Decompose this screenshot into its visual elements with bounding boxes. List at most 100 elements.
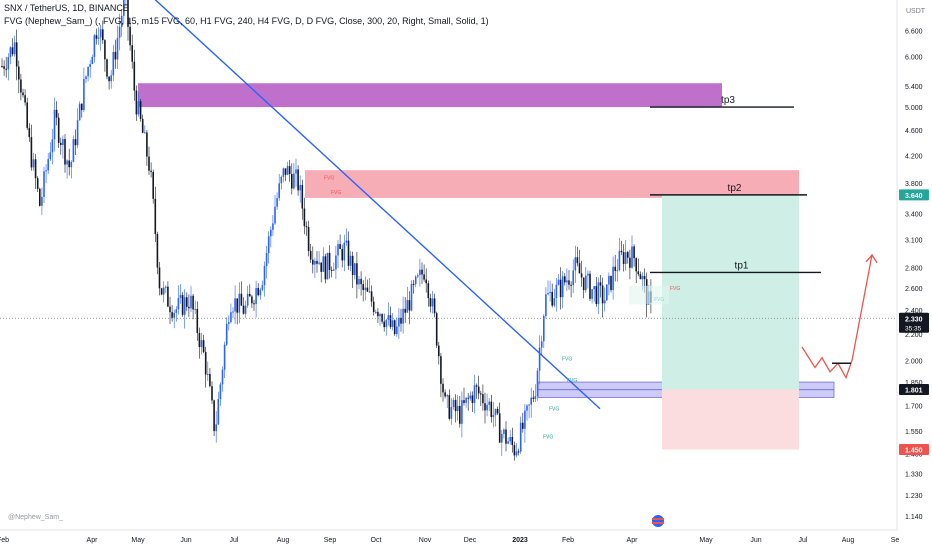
candle-body — [261, 285, 264, 290]
candle-body — [398, 317, 400, 327]
candle-body — [335, 255, 337, 270]
candle-body — [129, 26, 131, 46]
candle-body — [345, 240, 348, 243]
price-tick-label: 1.330 — [905, 471, 923, 478]
candle-body — [456, 405, 459, 412]
candle-body — [183, 297, 186, 315]
candle-body — [309, 251, 312, 260]
price-label-badge — [899, 189, 929, 201]
candle-body — [127, 0, 129, 27]
candle-body — [156, 234, 159, 268]
candle-body — [410, 283, 413, 311]
candle-body — [408, 300, 411, 311]
candle-body — [89, 64, 91, 68]
candle-body — [477, 386, 480, 394]
candle-body — [9, 47, 12, 58]
candle-body — [274, 206, 276, 224]
candle-body — [230, 312, 232, 323]
candle-body — [425, 279, 427, 284]
candle-body — [488, 401, 490, 405]
candle-body — [76, 120, 79, 146]
candle-body — [47, 159, 49, 171]
candle-body — [383, 321, 385, 328]
candle-body — [509, 437, 511, 442]
candle-body — [511, 437, 514, 446]
candle-body — [400, 317, 402, 324]
candle-body — [366, 287, 369, 292]
candle-body — [284, 168, 287, 175]
time-tick-label: Oct — [371, 537, 382, 544]
candle-body — [578, 263, 581, 274]
candle-body — [370, 291, 373, 302]
candle-body — [364, 287, 367, 290]
candle-body — [144, 132, 146, 134]
candle-body — [236, 298, 238, 313]
candle-body — [597, 282, 600, 305]
candle-body — [328, 252, 331, 270]
candle-body — [112, 51, 115, 76]
candle-body — [372, 301, 375, 312]
candle-body — [551, 291, 553, 306]
candle-body — [297, 169, 299, 191]
fvg-label: FVG — [549, 406, 559, 412]
candle-body — [36, 178, 39, 189]
candle-body — [433, 298, 436, 314]
candle-body — [629, 257, 631, 268]
candle-body — [341, 248, 343, 261]
candle-body — [15, 42, 18, 67]
candle-body — [633, 246, 635, 259]
candle-body — [55, 109, 58, 118]
target-label-tp2: tp2 — [728, 183, 742, 194]
candle-body — [249, 293, 251, 297]
candle-body — [270, 229, 272, 237]
candle-body — [333, 269, 335, 271]
candle-body — [351, 255, 354, 275]
candle-body — [246, 293, 249, 306]
price-tick-label: 1.850 — [905, 380, 923, 387]
indicator-legend[interactable]: FVG (Nephew_Sam_) (, FVG, 15, m15 FVG, 6… — [4, 16, 489, 26]
candle-body — [78, 103, 81, 121]
candle-body — [585, 275, 587, 291]
candle-body — [259, 289, 262, 296]
target-label-tp3: tp3 — [721, 95, 735, 106]
candle-body — [349, 255, 352, 266]
candle-body — [22, 92, 24, 96]
symbol-title[interactable]: SNX / TetherUS, 1D, BINANCE — [4, 3, 129, 13]
candle-body — [412, 283, 415, 285]
candle-body — [486, 404, 488, 411]
candle-body — [532, 397, 535, 399]
candle-body — [303, 208, 306, 227]
candle-body — [39, 188, 41, 206]
candle-body — [301, 185, 304, 209]
candle-body — [219, 384, 222, 400]
candle-body — [610, 275, 612, 291]
candle-body — [576, 257, 579, 264]
candle-body — [354, 263, 356, 275]
candle-body — [72, 139, 75, 162]
time-tick-label: Aug — [842, 537, 855, 544]
candle-body — [540, 341, 543, 348]
candle-body — [377, 311, 379, 317]
candle-body — [358, 278, 360, 285]
candle-body — [34, 159, 37, 179]
candle-body — [255, 288, 257, 305]
candle-body — [186, 297, 188, 307]
time-tick-label: Feb — [0, 537, 9, 544]
candle-body — [501, 433, 503, 443]
candle-body — [60, 142, 62, 146]
candle-body — [574, 257, 577, 271]
candle-body — [519, 422, 522, 452]
candle-body — [564, 276, 566, 283]
position-loss-area — [662, 389, 799, 450]
candle-body — [505, 429, 507, 444]
candle-body — [568, 280, 570, 285]
candle-body — [337, 244, 339, 256]
candle-body — [3, 66, 5, 69]
candle-body — [167, 286, 169, 307]
fvg-label: FVG — [331, 190, 341, 196]
price-tick-label: 2.600 — [905, 286, 923, 293]
candle-body — [114, 51, 117, 60]
candle-body — [326, 252, 329, 280]
